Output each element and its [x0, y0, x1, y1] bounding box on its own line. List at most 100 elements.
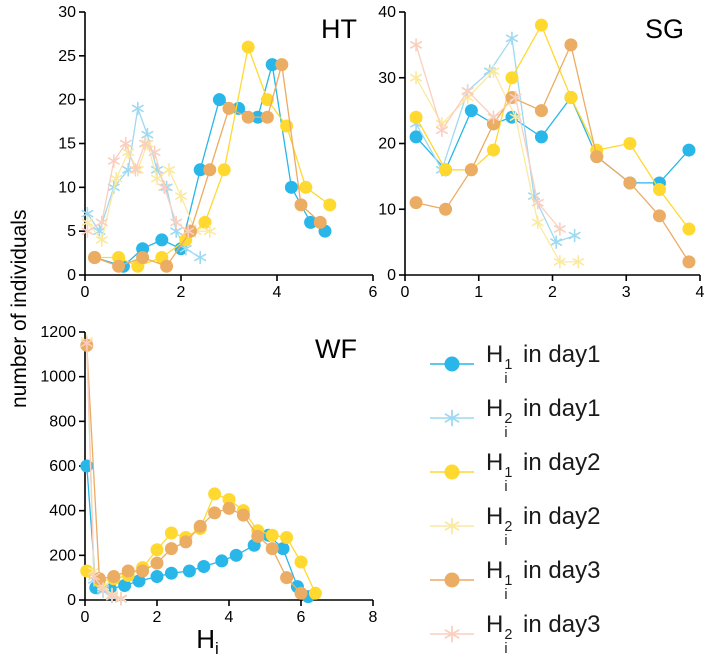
asterisk-marker: [553, 255, 566, 269]
x-tick-label: 3: [622, 284, 631, 301]
asterisk-marker: [80, 336, 93, 350]
chart-wf: 0 2 4 6 8 0 200 400 600 800 1000 1200 WF: [30, 318, 385, 630]
chart-svg: 0 2 4 6 8 0 200 400 600 800 1000 1200 WF: [40, 324, 377, 626]
asterisk-marker: [444, 409, 460, 427]
chart-svg: 0 2 4 6 0 5 10 15 20 25 30 HT: [58, 4, 377, 301]
asterisk-marker: [131, 101, 144, 116]
series: [409, 90, 696, 190]
y-tick-label: 800: [49, 413, 76, 430]
x-tick-label: 2: [153, 609, 162, 626]
chart-title: HT: [321, 14, 357, 44]
asterisk-marker: [194, 250, 207, 265]
series: [81, 136, 195, 238]
x-tick-label: 6: [297, 609, 306, 626]
y-tick-label: 0: [67, 592, 76, 609]
legend-marker: [430, 572, 474, 588]
legend-marker: [430, 409, 474, 427]
y-tick-label: 25: [58, 48, 76, 65]
asterisk-marker: [81, 224, 94, 238]
x-tick-label: 8: [369, 609, 378, 626]
series: [409, 38, 696, 269]
x-tick-label: 0: [401, 284, 410, 301]
legend-marker: [430, 356, 474, 372]
chart-title: WF: [315, 334, 357, 364]
x-tick-label: 6: [369, 284, 378, 301]
y-tick-label: 1200: [40, 324, 76, 341]
asterisk-marker: [487, 64, 500, 78]
y-tick-label: 40: [378, 4, 396, 21]
y-tick-label: 15: [58, 136, 76, 153]
x-tick-label: 0: [81, 609, 90, 626]
series: [409, 18, 696, 236]
axes: 0 2 4 6 8 0 200 400 600 800 1000 1200: [40, 324, 377, 626]
asterisk-marker: [139, 136, 151, 151]
x-tick-label: 0: [81, 284, 90, 301]
chart-title: SG: [645, 14, 684, 44]
asterisk-marker: [175, 189, 187, 203]
asterisk-marker: [410, 38, 423, 52]
y-tick-label: 5: [67, 223, 76, 240]
asterisk-marker: [435, 123, 448, 138]
y-tick-label: 200: [49, 547, 76, 564]
x-tick-label: 2: [177, 284, 186, 301]
y-tick-label: 20: [58, 92, 76, 109]
x-tick-label: 1: [474, 284, 483, 301]
asterisk-marker: [531, 215, 544, 230]
y-tick-label: 0: [67, 267, 76, 284]
legend-marker: [430, 517, 474, 535]
y-tick-label: 600: [49, 458, 76, 475]
asterisk-marker: [148, 145, 161, 160]
series: [410, 38, 566, 236]
asterisk-marker: [151, 171, 163, 186]
y-axis-label: number of individuals: [8, 209, 31, 408]
series: [88, 40, 337, 273]
asterisk-marker: [158, 180, 171, 195]
asterisk-marker: [410, 70, 423, 85]
x-tick-label: 4: [225, 609, 234, 626]
asterisk-marker: [509, 90, 522, 105]
asterisk-marker: [129, 163, 142, 177]
asterisk-marker: [487, 110, 500, 124]
x-tick-label: 4: [273, 284, 282, 301]
y-tick-label: 10: [58, 179, 76, 196]
axes: 0 2 4 6 0 5 10 15 20 25 30: [58, 4, 377, 301]
asterisk-marker: [106, 589, 118, 603]
asterisk-marker: [170, 215, 183, 230]
asterisk-marker: [95, 215, 108, 230]
x-tick-label: 4: [696, 284, 705, 301]
y-tick-label: 0: [387, 267, 396, 284]
asterisk-marker: [119, 136, 132, 151]
series: [80, 338, 308, 600]
asterisk-marker: [444, 625, 460, 643]
x-axis-label: Hi: [196, 624, 219, 659]
asterisk-marker: [115, 591, 127, 606]
y-tick-label: 10: [378, 201, 396, 218]
asterisk-marker: [88, 569, 100, 584]
series: [88, 58, 327, 273]
asterisk-marker: [572, 255, 585, 269]
asterisk-marker: [444, 517, 460, 535]
legend-marker: [430, 625, 474, 643]
asterisk-marker: [531, 195, 544, 210]
asterisk-marker: [107, 154, 120, 168]
asterisk-marker: [110, 171, 123, 186]
asterisk-marker: [461, 84, 474, 98]
asterisk-marker: [163, 163, 175, 177]
y-tick-label: 30: [378, 70, 396, 87]
chart-ht: 0 2 4 6 0 5 10 15 20 25 30 HT: [30, 0, 385, 305]
